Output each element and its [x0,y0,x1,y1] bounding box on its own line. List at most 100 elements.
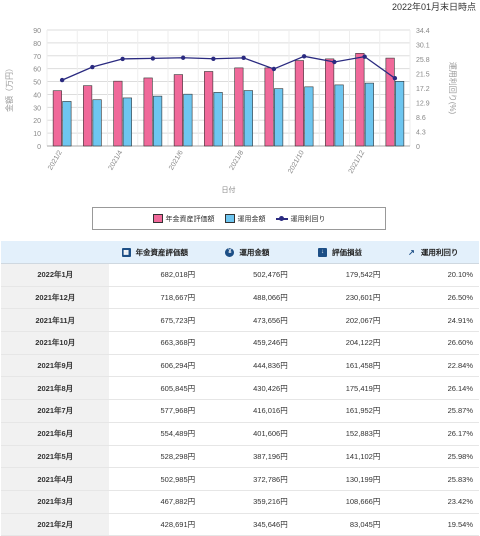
value-cell: 23.42% [386,490,479,514]
value-cell: 25.83% [386,467,479,491]
value-cell: 554,489円 [108,422,202,446]
bar-asset [83,85,93,147]
value-cell: 83,045円 [293,513,387,536]
y-right-tick-label: 21.5 [416,72,430,79]
bar-invested [122,97,132,147]
bar-asset [325,58,335,147]
value-cell: 25.98% [386,445,479,469]
month-cell: 2021年5月 [1,445,109,469]
value-cell: 22.84% [386,354,479,378]
x-tick-label: 2021/4 [108,149,125,171]
yield-point [180,55,186,60]
table-row: 2021年2月 428,691円 345,646円 83,045円 19.54% [1,513,479,536]
value-cell: 152,883円 [293,422,387,446]
value-cell: 161,952円 [293,399,387,423]
table-row: 2021年3月 467,882円 359,216円 108,666円 23.42% [1,490,479,514]
month-cell: 2021年3月 [1,490,109,514]
value-cell: 428,691円 [108,513,202,536]
x-tick-label: 2021/2 [47,149,64,171]
value-cell: 141,102円 [293,445,387,469]
gain-header: ↓ 評価損益 [293,241,387,264]
chart-legend: 年金資産評価額 運用金額 運用利回り [92,207,386,230]
y-right-tick-label: 12.9 [416,101,430,108]
month-cell: 2021年10月 [1,331,109,355]
yield-point [150,56,156,61]
value-cell: 682,018円 [108,263,202,287]
download-icon: ↓ [318,247,328,257]
value-cell: 606,294円 [108,354,202,378]
table-row: 2021年6月 554,489円 401,606円 152,883円 26.17% [1,422,479,446]
yield-point [332,59,337,65]
value-cell: 202,067円 [293,308,387,333]
table-row: 2021年4月 502,985円 372,786円 130,199円 25.83% [1,467,479,491]
y-right-tick-label: 0 [416,144,420,151]
value-cell: 179,542円 [293,263,387,287]
bar-asset [355,53,365,147]
x-tick-label: 2021/6 [168,149,185,171]
y-right-axis-title: 運用利回り(%) [448,62,458,115]
value-cell: 416,016円 [201,399,294,423]
y-right-tick-label: 8.6 [416,115,426,122]
bar-invested [92,99,102,147]
y-left-tick-label: 20 [33,118,41,125]
bar-asset [204,71,214,147]
table-row: 2021年12月 718,667円 488,066円 230,601円 26.50% [1,286,479,310]
y-left-tick-label: 0 [37,144,41,151]
bar-invested [274,88,284,147]
bar-asset [234,67,244,147]
value-cell: 359,216円 [201,490,294,514]
yield-point [90,64,95,70]
value-cell: 26.17% [386,422,479,446]
yield-line [61,55,396,81]
month-cell: 2022年1月 [1,263,109,287]
calculator-icon: ▦ [121,247,131,257]
x-tick-label: 2021/8 [229,149,246,171]
value-cell: 26.14% [386,376,479,401]
month-cell: 2021年9月 [1,354,109,378]
x-axis-title: 日付 [222,185,236,194]
value-cell: 675,723円 [108,308,202,333]
legend-label: 年金資産評価額 [165,215,215,223]
bar-asset [113,80,123,147]
value-cell: 467,882円 [108,490,202,514]
table-row: 2021年5月 528,298円 387,196円 141,102円 25.98% [1,445,479,469]
value-cell: 24.91% [386,308,479,333]
y-left-tick-label: 40 [33,92,41,99]
yield-point [392,76,398,81]
table-row: 2021年9月 606,294円 444,836円 161,458円 22.84% [1,354,479,378]
bar-asset [294,60,304,147]
legend-item-invested[interactable]: 運用金額 [224,214,266,224]
value-cell: 718,667円 [108,286,202,310]
y-right-tick-label: 25.8 [416,57,430,64]
value-cell: 605,845円 [108,376,202,401]
bar-invested [304,86,314,147]
value-cell: 161,458円 [293,354,387,378]
bar-asset [173,74,183,147]
yen-coin-icon: ¥ [225,247,235,257]
value-cell: 401,606円 [201,422,294,446]
header-label: 運用利回り [420,247,459,257]
legend-item-yield[interactable]: 運用利回り [275,214,326,224]
x-tick-label: 2021/12 [348,149,367,175]
header-label: 運用金額 [239,247,270,257]
month-cell: 2021年6月 [1,422,109,446]
yield-point [211,56,216,61]
month-header [1,241,109,264]
invested-header: ¥ 運用金額 [201,241,294,264]
value-cell: 108,666円 [293,490,387,514]
value-cell: 230,601円 [293,286,387,310]
yield-point [120,56,125,62]
y-left-tick-label: 30 [33,105,41,112]
legend-label: 運用金額 [237,215,266,223]
yield-point [362,54,367,59]
y-left-tick-label: 90 [33,28,41,35]
legend-item-asset[interactable]: 年金資産評価額 [152,214,215,224]
y-left-tick-label: 50 [33,80,41,87]
value-cell: 372,786円 [201,467,294,491]
yield-point [271,66,277,72]
table-header-row: ▦ 年金資産評価額 ¥ 運用金額 ↓ 評価損益 ↗ 運用利回り [1,241,479,264]
y-left-tick-label: 10 [33,131,41,138]
yield-point [301,54,307,59]
value-cell: 204,122円 [293,331,387,355]
combo-chart: 0 10 20 30 40 50 60 70 80 90 0 4.3 8.6 12.9 17.2 21.5 25… [4,28,458,194]
